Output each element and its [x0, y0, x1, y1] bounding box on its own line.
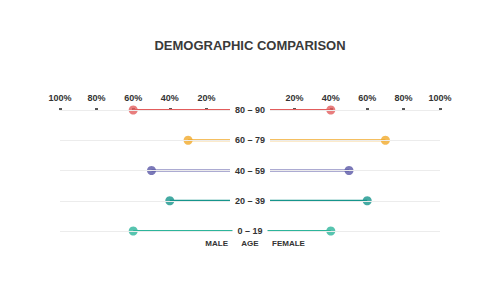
svg-text:80%: 80% — [395, 93, 413, 103]
svg-text:80 – 90: 80 – 90 — [235, 105, 265, 115]
svg-text:80%: 80% — [88, 93, 106, 103]
svg-text:60 – 79: 60 – 79 — [235, 135, 265, 145]
svg-text:60%: 60% — [124, 93, 142, 103]
svg-text:100%: 100% — [428, 93, 451, 103]
svg-text:0 – 19: 0 – 19 — [237, 226, 262, 236]
svg-text:MALE: MALE — [205, 239, 228, 248]
svg-text:FEMALE: FEMALE — [272, 239, 306, 248]
svg-text:20%: 20% — [197, 93, 215, 103]
svg-text:20 – 39: 20 – 39 — [235, 196, 265, 206]
svg-text:DEMOGRAPHIC COMPARISON: DEMOGRAPHIC COMPARISON — [154, 38, 345, 53]
svg-text:40 – 59: 40 – 59 — [235, 166, 265, 176]
svg-text:AGE: AGE — [241, 239, 259, 248]
svg-text:40%: 40% — [322, 93, 340, 103]
svg-text:20%: 20% — [285, 93, 303, 103]
svg-text:40%: 40% — [161, 93, 179, 103]
svg-text:60%: 60% — [358, 93, 376, 103]
svg-text:100%: 100% — [48, 93, 71, 103]
